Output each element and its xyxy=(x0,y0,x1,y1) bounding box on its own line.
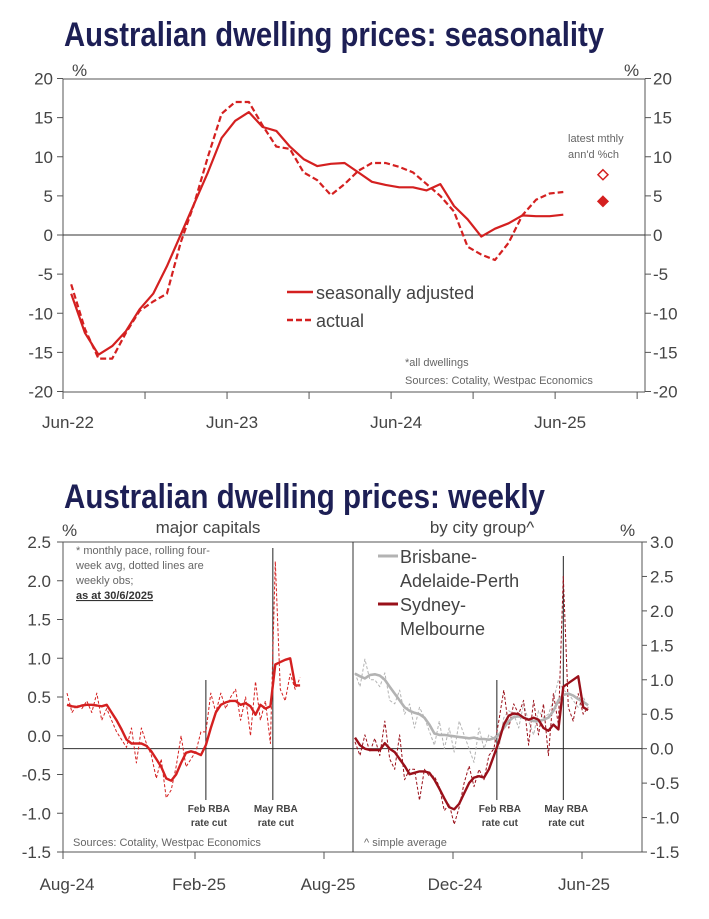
y-tick-label-right: 3.0 xyxy=(650,533,674,552)
unit-right: % xyxy=(624,61,639,80)
y-tick-label-left: 15 xyxy=(34,109,53,128)
x-tick-label: Jun-23 xyxy=(206,413,258,432)
y-tick-label-left: -5 xyxy=(38,265,53,284)
y-tick-label-right: 1.5 xyxy=(650,636,674,655)
unit-left-weekly: % xyxy=(62,521,77,540)
legend-bap-2: Adelaide-Perth xyxy=(400,571,519,591)
event-label: rate cut xyxy=(191,818,228,829)
y-tick-label-left: 20 xyxy=(34,70,53,89)
y-tick-label-left: -1.0 xyxy=(22,804,51,823)
chart-title-seasonality: Australian dwelling prices: seasonality xyxy=(64,16,604,54)
unit-right-weekly: % xyxy=(620,521,635,540)
y-tick-label-right: 15 xyxy=(653,109,672,128)
note-simple-average: ^ simple average xyxy=(364,837,447,849)
latest-label-1: latest mthly xyxy=(568,133,624,145)
note-line-3: weekly obs; xyxy=(75,575,133,587)
y-tick-label-left: -1.5 xyxy=(22,843,51,862)
y-tick-label-left: 2.0 xyxy=(27,572,51,591)
y-tick-label-left: 0 xyxy=(44,226,53,245)
y-tick-label-right: 20 xyxy=(653,70,672,89)
series-major-capitals-weekly xyxy=(66,560,301,799)
series-bap-weekly xyxy=(354,658,589,763)
y-tick-label-right: 0.0 xyxy=(650,740,674,759)
y-tick-label-right: 10 xyxy=(653,148,672,167)
x-tick-label: Jun-25 xyxy=(558,875,610,894)
unit-left: % xyxy=(72,61,87,80)
y-tick-label-left: -20 xyxy=(28,383,53,402)
event-label: rate cut xyxy=(548,818,585,829)
y-tick-label-right: -20 xyxy=(653,383,678,402)
latest-sa-marker xyxy=(596,195,610,208)
y-tick-label-right: 0 xyxy=(653,226,662,245)
y-tick-label-right: -10 xyxy=(653,304,678,323)
note-as-at: as at 30/6/2025 xyxy=(76,590,153,602)
series-sm-weekly xyxy=(354,575,589,825)
panel-subtitle-city-group: by city group^ xyxy=(430,518,534,537)
series-sm-avg xyxy=(353,675,589,811)
y-tick-label-left: -0.5 xyxy=(22,766,51,785)
legend-label-actual: actual xyxy=(316,311,364,331)
event-label: May RBA xyxy=(254,804,298,815)
y-tick-label-right: -5 xyxy=(653,265,668,284)
series-major-capitals-avg xyxy=(66,657,301,782)
y-tick-label-left: 2.5 xyxy=(27,533,51,552)
y-tick-label-right: -1.5 xyxy=(650,843,679,862)
y-tick-label-right: -0.5 xyxy=(650,774,679,793)
event-label: rate cut xyxy=(258,818,295,829)
y-tick-label-right: 2.0 xyxy=(650,602,674,621)
x-tick-label: Jun-22 xyxy=(42,413,94,432)
y-tick-label-left: -15 xyxy=(28,343,53,362)
latest-actual-marker xyxy=(596,168,610,181)
panel-subtitle-major-capitals: major capitals xyxy=(156,518,261,537)
latest-label-2: ann'd %ch xyxy=(568,149,619,161)
x-tick-label: Jun-25 xyxy=(534,413,586,432)
x-tick-label: Feb-25 xyxy=(172,875,226,894)
y-tick-label-left: 1.0 xyxy=(27,649,51,668)
y-tick-label-left: 0.5 xyxy=(27,688,51,707)
event-label: Feb RBA xyxy=(188,804,230,815)
y-tick-label-left: 10 xyxy=(34,148,53,167)
chart-title-weekly: Australian dwelling prices: weekly xyxy=(64,478,545,516)
legend-sm-2: Melbourne xyxy=(400,619,485,639)
event-label: Feb RBA xyxy=(479,804,521,815)
y-tick-label-left: -10 xyxy=(28,304,53,323)
x-tick-label: Dec-24 xyxy=(428,875,483,894)
y-tick-label-left: 5 xyxy=(44,187,53,206)
series-line-actual xyxy=(70,100,564,360)
y-tick-label-right: 2.5 xyxy=(650,567,674,586)
x-tick-label: Aug-25 xyxy=(301,875,356,894)
event-label: rate cut xyxy=(482,818,519,829)
legend-bap-1: Brisbane- xyxy=(400,547,477,567)
y-tick-label-left: 1.5 xyxy=(27,611,51,630)
y-tick-label-right: 5 xyxy=(653,187,662,206)
y-tick-label-right: -15 xyxy=(653,343,678,362)
event-label: May RBA xyxy=(544,804,588,815)
y-tick-label-right: -1.0 xyxy=(650,809,679,828)
y-tick-label-right: 0.5 xyxy=(650,705,674,724)
y-tick-label-right: 1.0 xyxy=(650,671,674,690)
note-line-1: * monthly pace, rolling four- xyxy=(76,545,210,557)
series-bap-avg xyxy=(354,672,589,742)
y-tick-label-left: 0.0 xyxy=(27,727,51,746)
legend-sm-1: Sydney- xyxy=(400,595,466,615)
note-all-dwellings: *all dwellings xyxy=(405,357,469,369)
x-tick-label: Jun-24 xyxy=(370,413,422,432)
note-sources: Sources: Cotality, Westpac Economics xyxy=(405,375,593,387)
x-tick-label: Aug-24 xyxy=(40,875,95,894)
note-line-2: week avg, dotted lines are xyxy=(75,560,204,572)
note-sources-weekly: Sources: Cotality, Westpac Economics xyxy=(73,837,261,849)
legend-label-sa: seasonally adjusted xyxy=(316,283,474,303)
series-line-seasonally-adjusted xyxy=(70,110,564,356)
